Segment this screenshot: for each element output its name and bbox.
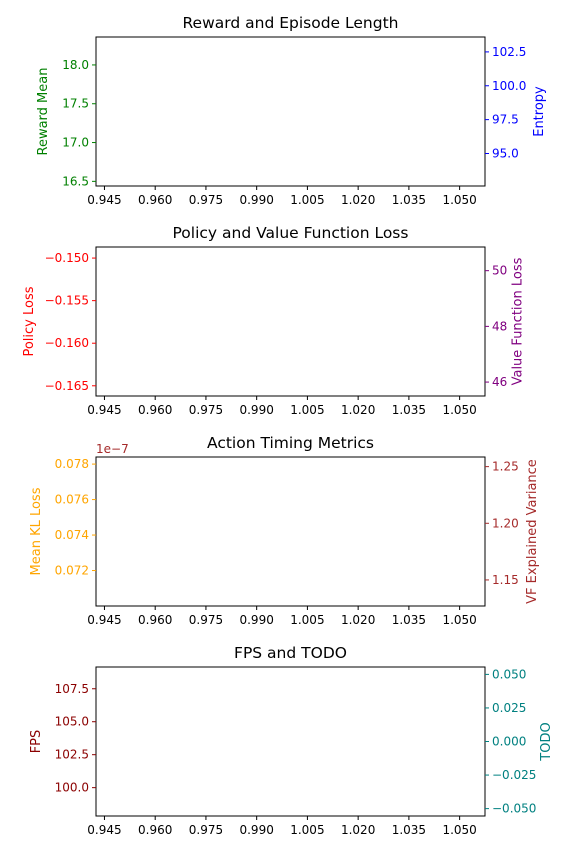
right-y-tick-label: 0.025 (492, 701, 526, 715)
left-y-axis-label: Policy Loss (22, 286, 37, 356)
x-tick-label: 0.990 (239, 193, 273, 207)
x-tick-label: 1.020 (341, 823, 375, 837)
x-tick-label: 0.975 (189, 403, 223, 417)
right-y-axis-label: VF Explained Variance (525, 459, 540, 604)
right-y-tick-label: 46 (492, 375, 507, 389)
x-tick-label: 1.035 (392, 613, 426, 627)
x-tick-label: 0.975 (189, 823, 223, 837)
x-tick-label: 1.005 (290, 403, 324, 417)
x-tick-label: 0.990 (239, 613, 273, 627)
x-tick-label: 1.050 (442, 613, 476, 627)
left-y-tick-label: 102.5 (55, 748, 89, 762)
left-y-tick-label: 105.0 (55, 715, 89, 729)
x-tick-label: 1.035 (392, 193, 426, 207)
left-y-axis-label: Reward Mean (36, 68, 51, 156)
left-y-tick-label: 0.074 (55, 528, 89, 542)
right-y-tick-label: −0.025 (492, 768, 536, 782)
axis-offset-text: 1e−7 (96, 442, 129, 456)
right-y-tick-label: 1.15 (492, 573, 519, 587)
left-y-tick-label: 16.5 (62, 174, 89, 188)
right-y-tick-label: 48 (492, 319, 507, 333)
left-y-tick-label: 0.076 (55, 493, 89, 507)
right-y-tick-label: 1.20 (492, 516, 519, 530)
right-y-tick-label: 95.0 (492, 146, 519, 160)
right-y-axis-label: Value Function Loss (510, 257, 525, 385)
left-y-axis-label: FPS (29, 730, 44, 754)
axes-frame (95, 666, 486, 817)
x-tick-label: 1.005 (290, 613, 324, 627)
x-tick-label: 0.975 (189, 193, 223, 207)
x-tick-label: 0.945 (87, 403, 121, 417)
right-y-tick-label: 100.0 (492, 79, 526, 93)
right-y-tick-label: 50 (492, 264, 507, 278)
right-y-tick-label: 97.5 (492, 113, 519, 127)
x-tick-label: 0.975 (189, 613, 223, 627)
right-y-tick-label: 1.25 (492, 460, 519, 474)
subplot-3: Action Timing Metrics 0.945 0.960 0.975 0.99… (29, 434, 540, 627)
subplot-2: Policy and Value Function Loss 0.945 0.960… (22, 224, 526, 417)
x-tick-label: 0.945 (87, 613, 121, 627)
right-y-axis-label: TODO (539, 722, 554, 761)
x-tick-label: 1.005 (290, 823, 324, 837)
left-y-tick-label: −0.150 (45, 251, 89, 265)
subplot-title: Reward and Episode Length (182, 14, 398, 32)
left-y-tick-label: −0.160 (45, 336, 89, 350)
x-tick-label: 1.035 (392, 823, 426, 837)
x-tick-label: 1.020 (341, 613, 375, 627)
left-y-axis-label: Mean KL Loss (29, 487, 44, 575)
subplot-title: FPS and TODO (234, 644, 347, 662)
left-y-tick-label: 0.078 (55, 457, 89, 471)
x-tick-label: 0.960 (138, 823, 172, 837)
x-tick-label: 1.035 (392, 403, 426, 417)
left-y-tick-label: 0.072 (55, 564, 89, 578)
right-y-tick-label: 0.000 (492, 735, 526, 749)
right-y-axis-label: Entropy (532, 86, 547, 137)
subplot-title: Policy and Value Function Loss (173, 224, 409, 242)
x-tick-label: 0.960 (138, 403, 172, 417)
x-tick-label: 0.960 (138, 193, 172, 207)
x-tick-label: 0.990 (239, 403, 273, 417)
x-tick-label: 1.050 (442, 403, 476, 417)
left-y-tick-label: −0.165 (45, 379, 89, 393)
left-y-tick-label: 18.0 (62, 58, 89, 72)
x-tick-label: 1.020 (341, 193, 375, 207)
axes-frame (95, 36, 486, 187)
x-tick-label: 0.945 (87, 823, 121, 837)
subplot-title: Action Timing Metrics (207, 434, 374, 452)
left-y-tick-label: 100.0 (55, 781, 89, 795)
x-tick-label: 0.960 (138, 613, 172, 627)
right-y-tick-label: −0.050 (492, 802, 536, 816)
left-y-tick-label: 17.0 (62, 136, 89, 150)
left-y-tick-label: −0.155 (45, 294, 89, 308)
x-tick-label: 1.050 (442, 823, 476, 837)
x-tick-label: 1.050 (442, 193, 476, 207)
subplot-1: Reward and Episode Length 0.945 0.960 0.975… (36, 14, 547, 207)
axes-frame (95, 246, 486, 397)
x-tick-label: 1.005 (290, 193, 324, 207)
axes-frame (95, 456, 486, 607)
right-y-tick-label: 102.5 (492, 45, 526, 59)
right-y-tick-label: 0.050 (492, 667, 526, 681)
x-tick-label: 0.990 (239, 823, 273, 837)
left-y-tick-label: 17.5 (62, 97, 89, 111)
x-tick-label: 1.020 (341, 403, 375, 417)
left-y-tick-label: 107.5 (55, 682, 89, 696)
x-tick-label: 0.945 (87, 193, 121, 207)
subplot-4: FPS and TODO 0.945 0.960 0.975 0.990 1.005 1.0… (29, 644, 554, 837)
